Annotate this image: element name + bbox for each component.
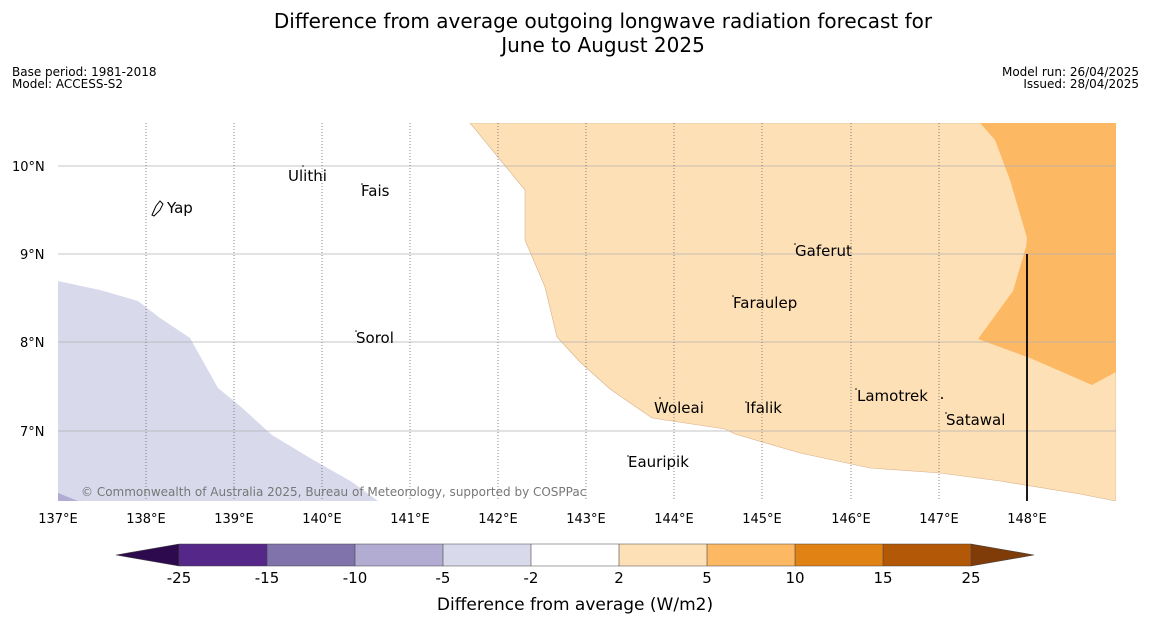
lat-label-10n: 10°N: [12, 160, 45, 175]
colorbar-tick-6: 2: [614, 569, 624, 587]
lon-label-141e: 141°E: [390, 512, 430, 527]
lat-label-7n: 7°N: [20, 425, 45, 440]
island-label-eauripik: Eauripik: [628, 453, 689, 471]
colorbar: -25 -15 -10 -5 -2 2 5 10 15 25 Differenc…: [115, 543, 1035, 615]
lon-label-143e: 143°E: [566, 512, 606, 527]
copyright-notice: © Commonwealth of Australia 2025, Bureau…: [81, 485, 586, 499]
map-title: Difference from average outgoing longwav…: [0, 9, 1150, 57]
colorbar-bin-7: [707, 544, 795, 566]
colorbar-bin-9: [883, 544, 971, 566]
island-label-ulithi: Ulithi: [288, 167, 327, 185]
island-label-ifalik: Ifalik: [746, 399, 782, 417]
model-name: Model: ACCESS-S2: [12, 77, 124, 91]
island-label-satawal: Satawal: [946, 411, 1005, 429]
yap-island-shape: [151, 200, 164, 217]
lat-tick-labels: 10°N 9°N 8°N 7°N: [12, 160, 45, 440]
lon-label-146e: 146°E: [831, 512, 871, 527]
lon-label-145e: 145°E: [742, 512, 782, 527]
colorbar-tick-8: 10: [785, 569, 804, 587]
colorbar-under-triangle: [116, 544, 179, 566]
colorbar-bin-3: [355, 544, 443, 566]
base-period: Base period: 1981-2018: [12, 65, 157, 79]
lat-label-8n: 8°N: [20, 336, 45, 351]
lon-label-148e: 148°E: [1007, 512, 1047, 527]
meta-left: Base period: 1981-2018 Model: ACCESS-S2: [12, 66, 157, 90]
lon-label-139e: 139°E: [214, 512, 254, 527]
island-dots: [302, 165, 947, 457]
colorbar-tick-9: 15: [873, 569, 892, 587]
colorbar-bin-2: [267, 544, 355, 566]
lat-label-9n: 9°N: [20, 248, 45, 263]
colorbar-dividers: [115, 543, 1035, 567]
lon-gridlines: [145, 123, 940, 501]
colorbar-tick-7: 5: [702, 569, 712, 587]
lon-tick-labels: 137°E 138°E 139°E 140°E 141°E 142°E 143°…: [38, 512, 1047, 527]
lon-label-147e: 147°E: [919, 512, 959, 527]
colorbar-tick-5: -2: [524, 569, 539, 587]
meta-right: Model run: 26/04/2025 Issued: 28/04/2025: [1002, 66, 1139, 90]
colorbar-tick-4: -5: [436, 569, 451, 587]
island-labels: Yap Ulithi Fais Gaferut Faraulep Sorol W…: [166, 167, 1005, 471]
region-negative-corner: [58, 493, 78, 501]
island-label-sorol: Sorol: [356, 329, 394, 347]
region-negative-5-to-2: [58, 281, 378, 501]
colorbar-bin-6: [619, 544, 707, 566]
lon-label-138e: 138°E: [126, 512, 166, 527]
island-label-lamotrek: Lamotrek: [857, 387, 928, 405]
island-label-woleai: Woleai: [654, 399, 704, 417]
issued-date: Issued: 28/04/2025: [1023, 77, 1139, 91]
colorbar-tick-labels: -25 -15 -10 -5 -2 2 5 10 15 25: [167, 569, 981, 587]
colorbar-bin-4: [443, 544, 531, 566]
colorbar-tick-10: 25: [961, 569, 980, 587]
island-label-faraulep: Faraulep: [733, 294, 797, 312]
lon-label-140e: 140°E: [302, 512, 342, 527]
lon-label-137e: 137°E: [38, 512, 78, 527]
model-run: Model run: 26/04/2025: [1001, 65, 1139, 79]
title-line-1: Difference from average outgoing longwav…: [273, 9, 933, 33]
colorbar-tick-3: -10: [343, 569, 368, 587]
region-positive-2-to-5: [469, 123, 1116, 501]
island-label-yap: Yap: [166, 199, 193, 217]
colorbar-tick-1: -25: [167, 569, 192, 587]
island-label-fais: Fais: [361, 182, 390, 200]
island-label-gaferut: Gaferut: [795, 242, 852, 260]
colorbar-bin-1: [179, 544, 267, 566]
lon-label-144e: 144°E: [654, 512, 694, 527]
lon-label-142e: 142°E: [478, 512, 518, 527]
colorbar-bin-8: [795, 544, 883, 566]
colorbar-tick-2: -15: [255, 569, 280, 587]
colorbar-title: Difference from average (W/m2): [437, 595, 713, 615]
title-line-2: June to August 2025: [501, 33, 705, 57]
map-area: Yap Ulithi Fais Gaferut Faraulep Sorol W…: [58, 123, 1116, 501]
colorbar-bin-5: [531, 544, 619, 566]
colorbar-over-triangle: [971, 544, 1034, 566]
